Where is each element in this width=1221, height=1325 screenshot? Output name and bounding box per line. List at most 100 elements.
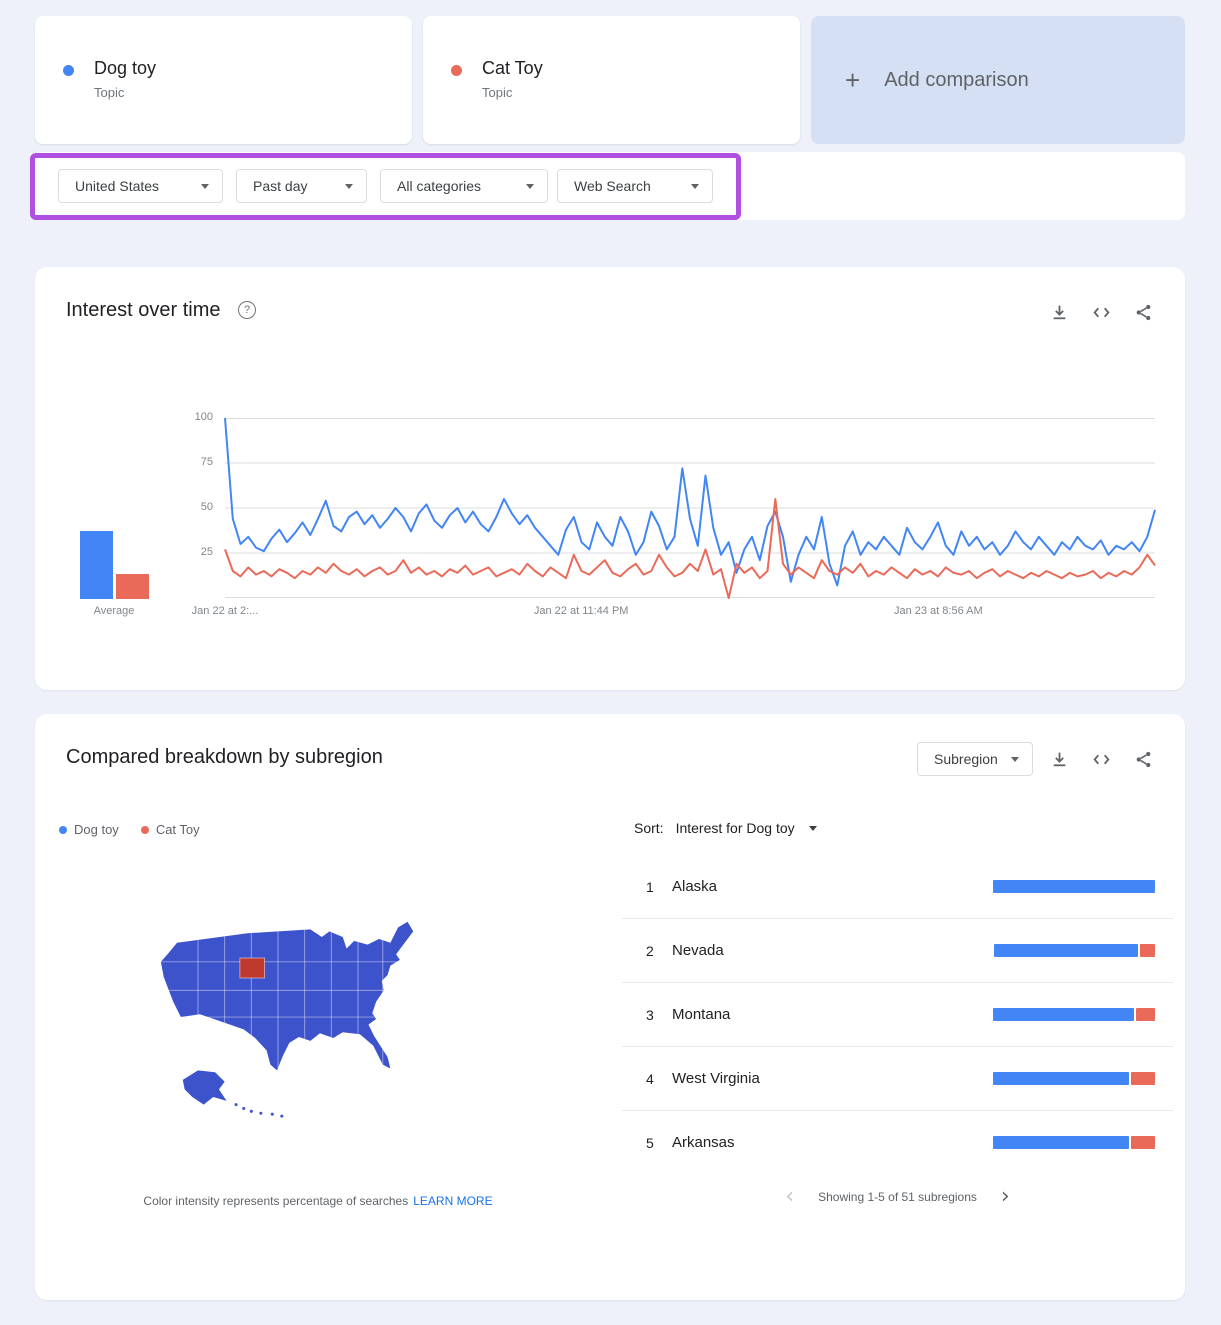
previous-page-icon[interactable]: ‹ [785, 1184, 795, 1209]
term-type: Topic [94, 85, 125, 100]
chevron-down-icon [526, 183, 534, 189]
subregion-rank: 5 [646, 1134, 654, 1151]
subregion-name: Alaska [672, 878, 718, 895]
y-tick-label: 25 [200, 546, 213, 558]
sort-label: Sort: [634, 820, 664, 836]
map-legend: Dog toy Cat Toy [59, 822, 200, 837]
subregion-bar-chart [993, 1072, 1155, 1085]
x-tick-label: Jan 22 at 11:44 PM [533, 605, 629, 617]
interest-over-time-chart[interactable] [224, 417, 1156, 599]
panel-title: Compared breakdown by subregion [66, 746, 383, 768]
dog-toy-bar [993, 1136, 1129, 1149]
y-tick-label: 75 [200, 456, 213, 468]
list-pagination: ‹ Showing 1-5 of 51 subregions › [622, 1186, 1173, 1208]
dog-toy-average-bar [80, 530, 113, 599]
filter-bar: United States Past day All categories We… [30, 152, 1185, 220]
dog-toy-bar [994, 944, 1138, 957]
cat-toy-bar [1136, 1008, 1155, 1021]
sort-dropdown[interactable]: Interest for Dog toy [676, 820, 817, 836]
subregion-row-west-virginia[interactable]: 4 West Virginia [622, 1047, 1173, 1111]
subregion-row-montana[interactable]: 3 Montana [622, 983, 1173, 1047]
series-line-1 [224, 498, 1156, 599]
time-range-filter-dropdown[interactable]: Past day [236, 169, 367, 203]
dog-toy-bar [993, 880, 1155, 893]
us-subregion-map[interactable] [148, 918, 488, 1118]
time-range-value: Past day [253, 178, 308, 194]
subregion-row-alaska[interactable]: 1 Alaska [622, 855, 1173, 919]
embed-icon[interactable] [1092, 303, 1111, 322]
x-tick-label: Jan 22 at 2:... [191, 605, 259, 617]
average-bars [80, 418, 200, 599]
download-icon[interactable] [1050, 750, 1069, 769]
y-tick-label: 50 [200, 501, 213, 513]
subregion-row-arkansas[interactable]: 5 Arkansas [622, 1111, 1173, 1174]
subregion-rank: 3 [646, 1006, 654, 1023]
chevron-down-icon [808, 825, 817, 831]
subregion-bar-chart [994, 944, 1155, 957]
subregion-bar-chart [993, 1008, 1155, 1021]
cat-toy-average-bar [116, 573, 149, 599]
comparison-term-card-dog-toy[interactable]: Dog toy Topic [35, 16, 412, 144]
island-shapes [234, 1103, 284, 1118]
subregion-rank: 1 [646, 878, 654, 895]
legend-label: Dog toy [74, 822, 119, 837]
subregion-view-dropdown[interactable]: Subregion [917, 742, 1033, 776]
add-comparison-label: Add comparison [884, 68, 1029, 91]
y-tick-label: 100 [194, 411, 213, 423]
subregion-rank: 2 [646, 942, 654, 959]
caption-text: Color intensity represents percentage of… [143, 1194, 409, 1208]
dog-toy-bar [993, 1072, 1129, 1085]
term-type: Topic [482, 85, 513, 100]
highlighted-state-wyoming [239, 957, 265, 979]
term-title: Cat Toy [482, 58, 543, 78]
next-page-icon[interactable]: › [1000, 1184, 1010, 1209]
panel-title: Interest over time [66, 299, 221, 321]
subregion-name: West Virginia [672, 1070, 760, 1087]
cat-toy-color-dot [451, 65, 462, 76]
sort-row: Sort: Interest for Dog toy [634, 820, 817, 836]
legend-item-cat-toy: Cat Toy [140, 822, 200, 837]
average-label: Average [93, 605, 135, 617]
cat-toy-bar [1131, 1136, 1155, 1149]
subregion-name: Montana [672, 1006, 731, 1023]
alaska-shape [182, 1070, 227, 1105]
chevron-down-icon [1011, 756, 1019, 762]
region-filter-dropdown[interactable]: United States [58, 169, 223, 203]
comparison-term-card-cat-toy[interactable]: Cat Toy Topic [423, 16, 800, 144]
map-caption: Color intensity represents percentage of… [138, 1194, 498, 1208]
subregion-rank: 4 [646, 1070, 654, 1087]
share-icon[interactable] [1134, 750, 1153, 769]
dog-toy-bar [993, 1008, 1134, 1021]
share-icon[interactable] [1134, 303, 1153, 322]
interest-over-time-panel: Interest over time ? 25 50 75 100 Jan 22 at … [35, 267, 1185, 690]
cat-toy-bar [1140, 944, 1155, 957]
subregion-bar-chart [993, 1136, 1155, 1149]
download-icon[interactable] [1050, 303, 1069, 322]
subregion-row-nevada[interactable]: 2 Nevada [622, 919, 1173, 983]
help-icon[interactable]: ? [238, 301, 256, 319]
plus-icon: + [845, 64, 861, 95]
cat-toy-legend-dot [140, 825, 149, 834]
dog-toy-legend-dot [59, 825, 67, 834]
chevron-down-icon [345, 183, 353, 189]
chevron-down-icon [201, 183, 209, 189]
region-filter-value: United States [75, 178, 160, 194]
add-comparison-button[interactable]: + Add comparison [811, 16, 1185, 144]
learn-more-link[interactable]: LEARN MORE [413, 1194, 493, 1208]
legend-label: Cat Toy [155, 822, 200, 837]
subregion-name: Nevada [672, 942, 724, 959]
pagination-text: Showing 1-5 of 51 subregions [818, 1190, 977, 1204]
legend-item-dog-toy: Dog toy [59, 822, 119, 837]
series-line-0 [224, 417, 1156, 587]
chevron-down-icon [691, 183, 699, 189]
embed-icon[interactable] [1092, 750, 1111, 769]
search-type-filter-dropdown[interactable]: Web Search [557, 169, 713, 203]
x-tick-label: Jan 23 at 8:56 AM [893, 605, 983, 617]
subregion-view-value: Subregion [934, 751, 998, 767]
category-filter-dropdown[interactable]: All categories [380, 169, 548, 203]
cat-toy-bar [1131, 1072, 1155, 1085]
subregion-breakdown-panel: Compared breakdown by subregion Subregio… [35, 714, 1185, 1300]
term-title: Dog toy [94, 58, 157, 78]
subregion-name: Arkansas [672, 1134, 735, 1151]
